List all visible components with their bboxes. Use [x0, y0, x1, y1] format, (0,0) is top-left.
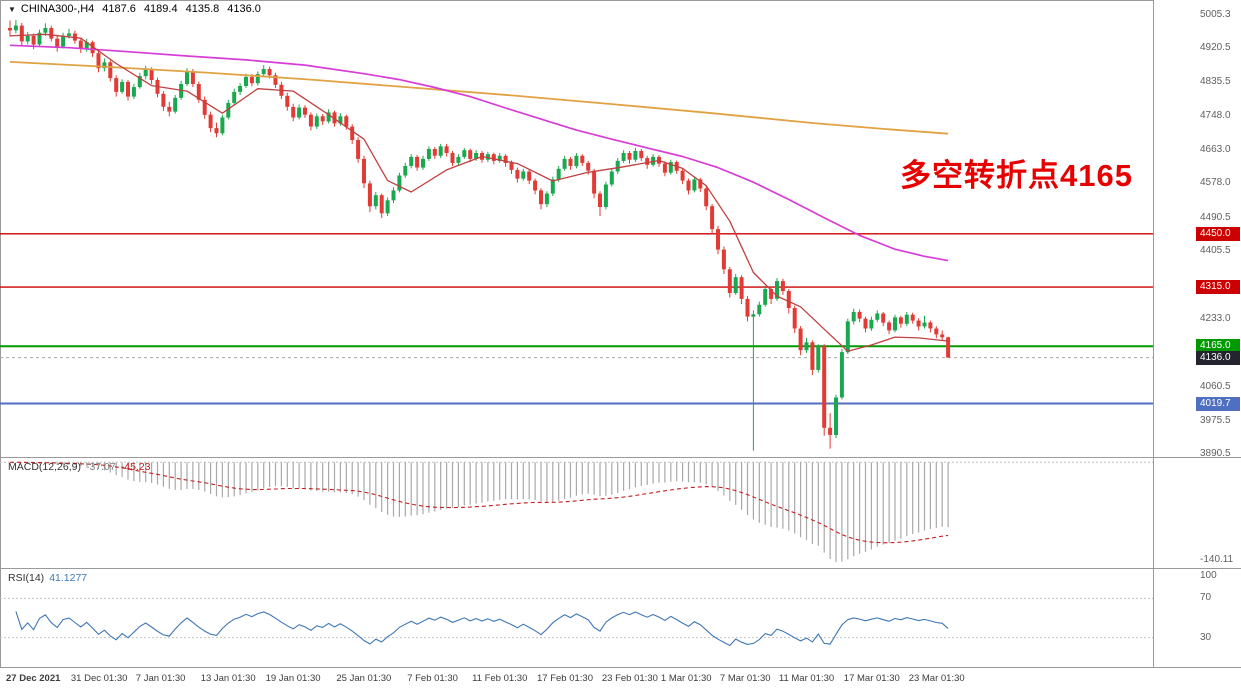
rsi-value: 41.1277 — [49, 572, 88, 584]
rsi-level-label: 30 — [1200, 631, 1212, 643]
macd-canvas[interactable] — [0, 458, 1153, 568]
rsi-label: RSI(14) 41.1277 — [8, 572, 87, 584]
rsi-canvas[interactable] — [0, 569, 1153, 667]
hline-price-badge: 4165.0 — [1196, 339, 1240, 354]
panel-separator — [0, 568, 1241, 569]
time-label: 7 Feb 01:30 — [407, 673, 458, 684]
time-label: 17 Feb 01:30 — [537, 673, 593, 684]
price-label: 4490.5 — [1200, 211, 1231, 223]
macd-name: MACD(12,26,9) — [8, 461, 81, 473]
time-label: 23 Mar 01:30 — [908, 673, 965, 684]
time-axis[interactable]: 27 Dec 2021 31 Dec 01:30 7 Jan 01:30 13 Jan… — [0, 668, 1241, 693]
time-label: 25 Jan 01:30 — [336, 673, 392, 684]
macd-scale-label: -140.11 — [1200, 554, 1234, 565]
hline-price-badge: 4450.0 — [1196, 226, 1240, 241]
time-label: 7 Jan 01:30 — [135, 673, 186, 684]
price-label: 3975.5 — [1200, 414, 1231, 426]
price-label: 3890.5 — [1200, 448, 1231, 460]
axis-separator — [1153, 0, 1154, 667]
panel-separator — [0, 667, 1241, 668]
time-label: 27 Dec 2021 — [6, 673, 61, 684]
panel-separator — [0, 457, 1241, 458]
macd-label: MACD(12,26,9) -37.07 -45.23 — [8, 461, 151, 473]
rsi-name: RSI(14) — [8, 572, 45, 584]
ohlc-open: 4187.6 — [102, 3, 136, 15]
time-label: 19 Jan 01:30 — [265, 673, 321, 684]
time-label: 1 Mar 01:30 — [660, 673, 712, 684]
ohlc-high: 4189.4 — [143, 3, 178, 15]
time-label: 17 Mar 01:30 — [843, 673, 900, 684]
time-label: 11 Mar 01:30 — [778, 673, 835, 684]
symbol-info: ▼ CHINA300-,H4 4187.6 4189.4 4135.8 4136… — [8, 3, 261, 15]
ohlc-close: 4136.0 — [227, 3, 261, 15]
dropdown-triangle-icon: ▼ — [8, 4, 16, 14]
price-label: 4920.5 — [1200, 42, 1231, 54]
price-label: 4748.0 — [1200, 110, 1231, 122]
price-label: 4578.0 — [1200, 177, 1231, 189]
price-label: 4060.5 — [1200, 381, 1231, 393]
time-label: 11 Feb 01:30 — [472, 673, 528, 684]
price-label: 4233.0 — [1200, 313, 1231, 325]
macd-value-signal: -45.23 — [120, 461, 151, 473]
hline-price-badge: 4315.0 — [1196, 280, 1240, 295]
main-chart-canvas[interactable] — [0, 0, 1153, 457]
rsi-level-label: 70 — [1200, 592, 1212, 604]
price-label: 4663.0 — [1200, 143, 1231, 155]
price-label: 4405.5 — [1200, 245, 1231, 257]
current-price-badge: 4136.0 — [1196, 350, 1240, 365]
annotation-text[interactable]: 多空转折点4165 — [900, 158, 1133, 193]
time-label: 7 Mar 01:30 — [719, 673, 771, 684]
time-label: 23 Feb 01:30 — [601, 673, 658, 684]
price-axis[interactable]: 5005.3 4920.5 4835.5 4748.0 4663.0 4578.0 4490… — [1154, 0, 1241, 667]
price-label: 4835.5 — [1200, 75, 1231, 87]
price-label: 5005.3 — [1200, 8, 1231, 20]
symbol-name: CHINA300-,H4 — [20, 3, 95, 15]
time-label: 31 Dec 01:30 — [70, 673, 128, 684]
hline-price-badge: 4019.7 — [1196, 396, 1240, 411]
ohlc-low: 4135.8 — [185, 3, 220, 15]
time-label: 13 Jan 01:30 — [200, 673, 256, 684]
rsi-scale-label: 100 — [1200, 570, 1217, 581]
macd-value-main: -37.07 — [85, 461, 116, 473]
